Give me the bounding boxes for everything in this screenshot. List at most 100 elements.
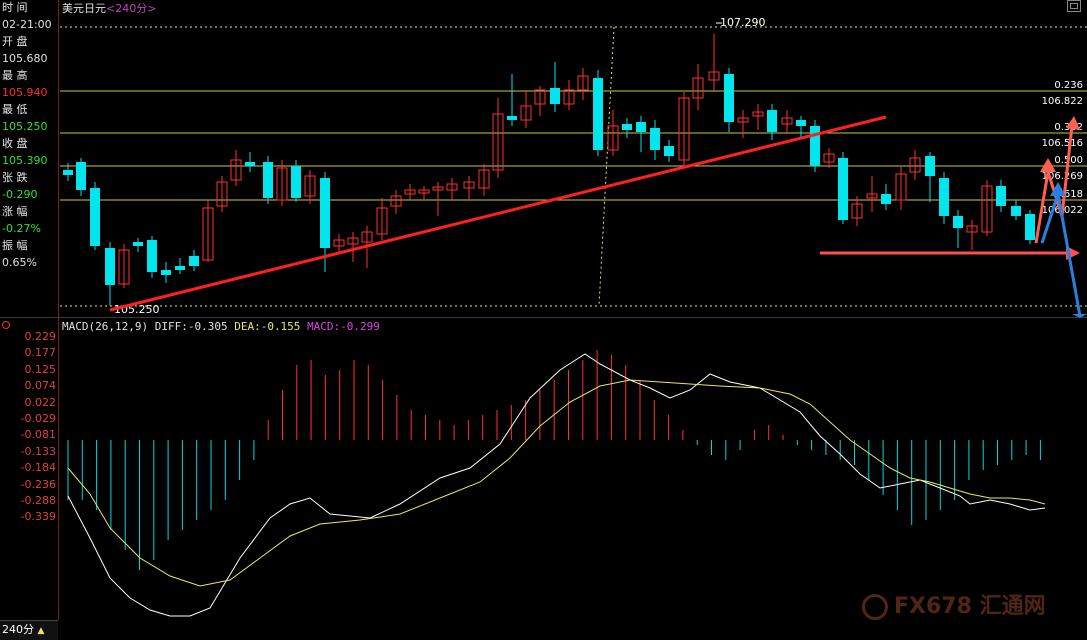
candle-body	[446, 183, 458, 191]
sidebar-value: 105.250	[2, 120, 48, 133]
candle-body	[996, 186, 1006, 206]
macd-tick-label: 0.022	[24, 395, 57, 409]
sidebar-label: 最 高	[2, 69, 28, 82]
chevron-up-icon: ▲	[37, 626, 45, 636]
macd-chart[interactable]	[0, 318, 1087, 618]
candle-body	[432, 186, 444, 191]
watermark-text: FX678 汇通网	[894, 594, 1046, 619]
macd-dea-line	[67, 379, 1046, 587]
arrow-up-icon	[1050, 182, 1066, 196]
swing-dotted-line	[598, 26, 615, 307]
maximize-icon[interactable]	[1067, 0, 1081, 12]
macd-tick-label: 0.229	[24, 330, 57, 343]
sidebar-value: -0.290	[2, 188, 38, 201]
axis-line	[58, 0, 59, 620]
candle-body	[981, 185, 993, 233]
candle-body	[263, 162, 273, 198]
sidebar-value: 105.390	[2, 154, 48, 167]
low-price-label: 105.250	[114, 303, 160, 316]
candle-body	[418, 189, 430, 194]
macd-tick-label: 0.177	[24, 346, 57, 360]
high-price-label: 107.290	[720, 16, 766, 29]
sidebar-label: 张 跌	[2, 171, 28, 184]
candle-body	[678, 97, 690, 161]
candle-body	[105, 248, 115, 285]
macd-tick-label: -0.184	[20, 461, 56, 475]
symbol-name: 美元日元	[62, 2, 106, 15]
fx678-logo-icon	[862, 594, 888, 620]
candle-body	[118, 249, 130, 285]
candle-body	[1011, 206, 1021, 216]
candle-body	[692, 77, 704, 99]
trend-line	[109, 115, 887, 312]
candlestick-chart[interactable]: 0.236106.8220.382106.5160.500106.2690.61…	[0, 0, 1087, 318]
candle-body	[895, 173, 907, 201]
candle-body	[781, 117, 793, 125]
candle-body	[925, 156, 935, 176]
candle-body	[622, 124, 632, 130]
candle-body	[966, 225, 978, 233]
indicator-settings-icon[interactable]	[2, 321, 10, 329]
sidebar-label: 最 低	[2, 103, 28, 116]
candle-body	[953, 216, 963, 228]
candle-body	[534, 89, 546, 105]
candle-body	[550, 88, 560, 104]
candle-body	[838, 158, 848, 220]
macd-tick-label: -0.288	[20, 494, 56, 507]
arrow-up-icon	[1040, 158, 1056, 172]
macd-tick-label: -0.339	[20, 510, 56, 524]
candle-body	[520, 105, 532, 121]
macd-name: MACD(26,12,9)	[62, 320, 149, 333]
candle-body	[866, 193, 878, 199]
candle-body	[291, 166, 301, 198]
sidebar-label: 振 幅	[2, 239, 28, 252]
candle-body	[376, 207, 388, 235]
macd-legend: MACD(26,12,9) DIFF:-0.305 DEA:-0.155 MAC…	[62, 320, 380, 333]
candle-body	[175, 266, 185, 270]
fib-price-label: 106.516	[1042, 138, 1083, 149]
candle-body	[664, 146, 674, 156]
sidebar-label: 收 盘	[2, 137, 28, 150]
sidebar-value: 0.65%	[2, 256, 37, 269]
pane-divider[interactable]	[0, 317, 1087, 318]
candle-body	[202, 207, 214, 261]
candle-body	[636, 122, 646, 132]
candle-body	[752, 111, 764, 117]
candle-body	[507, 116, 517, 120]
candle-body	[881, 194, 891, 204]
sidebar-value: 02-21:00	[2, 18, 52, 31]
candle-body	[76, 162, 86, 190]
macd-tick-label: 0.074	[24, 379, 57, 393]
candle-body	[563, 89, 575, 105]
candle-body	[577, 75, 589, 91]
macd-tick-label: -0.133	[20, 444, 56, 458]
candle-body	[404, 189, 416, 195]
fib-ratio-label: 0.618	[1054, 189, 1083, 200]
candle-body	[333, 239, 345, 247]
macd-tick-label: 0.125	[24, 362, 57, 376]
candle-body	[347, 237, 359, 245]
period-selector[interactable]: 240分 ▲	[0, 620, 58, 640]
period-button-label: 240分	[2, 623, 34, 636]
candle-body	[478, 169, 490, 189]
candle-body	[276, 167, 288, 201]
candle-body	[216, 181, 228, 207]
candle-body	[851, 203, 863, 219]
watermark: FX678 汇通网	[862, 588, 1046, 620]
candle-body	[463, 181, 475, 189]
arrow-up-icon	[1066, 116, 1080, 130]
candle-body	[492, 113, 504, 171]
candle-body	[593, 78, 603, 150]
sidebar-label: 开 盘	[2, 35, 28, 48]
macd-tick-label: -0.236	[20, 477, 56, 491]
macd-diff-line	[67, 353, 1046, 617]
candle-body	[245, 162, 255, 166]
quote-info-panel: 时 间 02-21:00 开 盘 105.680 最 高 105.940 最 低 105.25…	[0, 0, 58, 318]
macd-dea: DEA:-0.155	[234, 320, 301, 333]
candle-body	[737, 117, 749, 123]
macd-tick-label: -0.081	[20, 428, 56, 442]
candle-body	[767, 110, 777, 132]
candle-body	[607, 125, 619, 151]
macd-diff: DIFF:-0.305	[154, 320, 228, 333]
candle-body	[1025, 214, 1035, 240]
